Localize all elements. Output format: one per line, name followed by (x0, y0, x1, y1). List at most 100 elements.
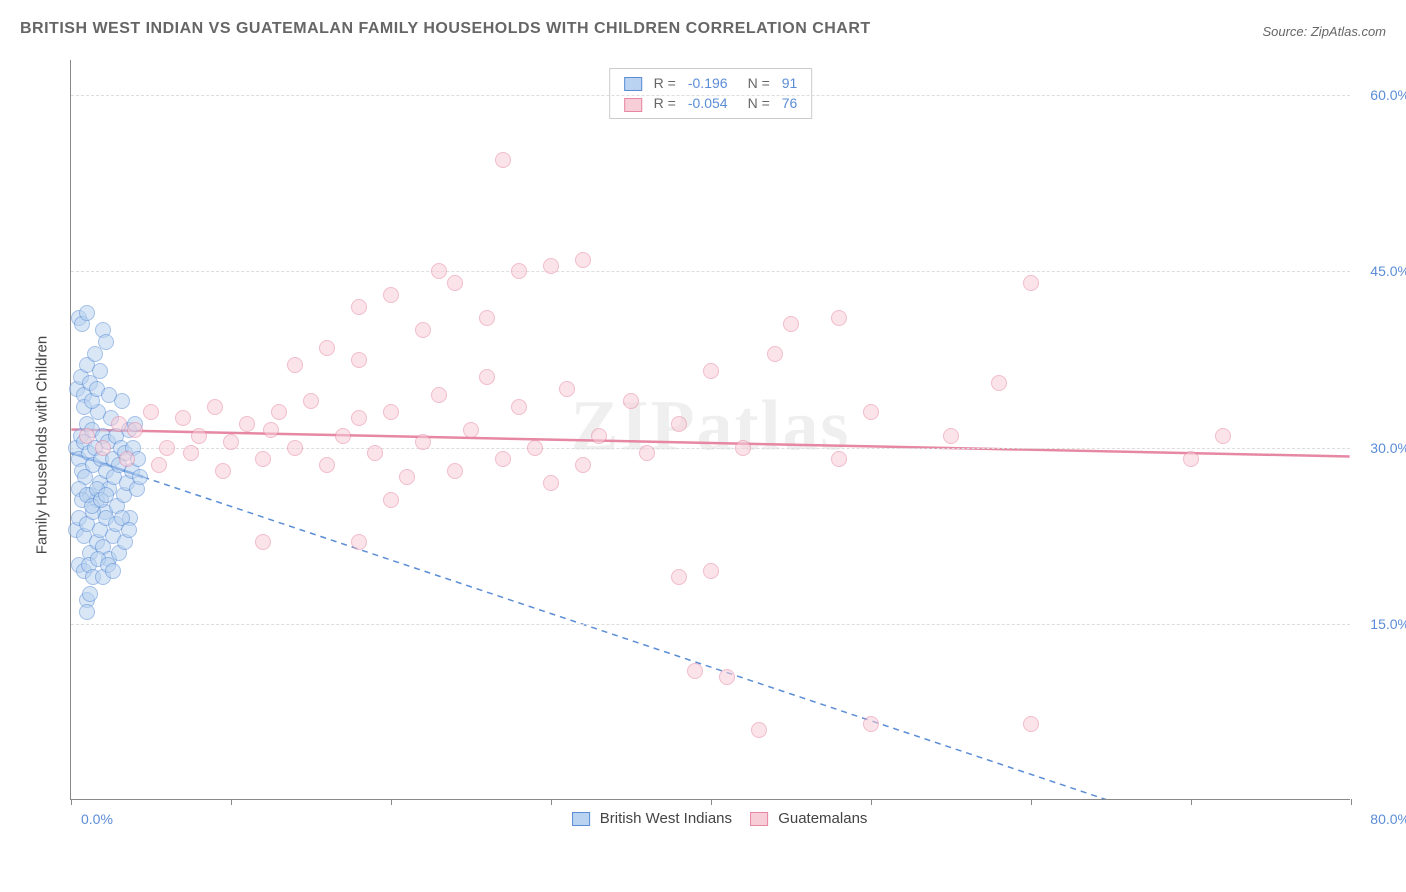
data-point (383, 287, 399, 303)
data-point (223, 434, 239, 450)
data-point (1183, 451, 1199, 467)
legend-n-value: 76 (776, 93, 804, 113)
legend-r-value: -0.196 (682, 73, 734, 93)
legend-series-label: Guatemalans (774, 810, 867, 827)
data-point (399, 469, 415, 485)
chart-container: Family Households with Children ZIPatlas… (50, 60, 1370, 830)
data-point (1215, 428, 1231, 444)
y-tick-label: 30.0% (1370, 440, 1406, 456)
data-point (447, 275, 463, 291)
data-point (383, 404, 399, 420)
legend-r-label: R = (648, 73, 682, 93)
data-point (287, 440, 303, 456)
data-point (351, 299, 367, 315)
data-point (783, 316, 799, 332)
data-point (383, 492, 399, 508)
y-tick-label: 15.0% (1370, 616, 1406, 632)
data-point (543, 475, 559, 491)
data-point (183, 445, 199, 461)
data-point (703, 363, 719, 379)
series-legend: British West Indians Guatemalans (554, 810, 868, 827)
data-point (991, 375, 1007, 391)
data-point (82, 586, 98, 602)
x-axis-max-label: 80.0% (1370, 811, 1406, 827)
data-point (319, 340, 335, 356)
gridline (71, 624, 1350, 625)
data-point (105, 563, 121, 579)
data-point (431, 387, 447, 403)
data-point (111, 416, 127, 432)
data-point (121, 522, 137, 538)
data-point (591, 428, 607, 444)
chart-title: BRITISH WEST INDIAN VS GUATEMALAN FAMILY… (20, 20, 871, 38)
source-citation: Source: ZipAtlas.com (1262, 24, 1386, 39)
y-tick-label: 45.0% (1370, 263, 1406, 279)
legend-row: R =-0.196N =91 (618, 73, 804, 93)
legend-row: R =-0.054N =76 (618, 93, 804, 113)
data-point (1023, 275, 1039, 291)
data-point (215, 463, 231, 479)
x-tick (871, 799, 872, 805)
data-point (543, 258, 559, 274)
data-point (303, 393, 319, 409)
data-point (351, 352, 367, 368)
data-point (351, 534, 367, 550)
x-tick (711, 799, 712, 805)
data-point (703, 563, 719, 579)
data-point (559, 381, 575, 397)
data-point (671, 569, 687, 585)
data-point (623, 393, 639, 409)
data-point (79, 604, 95, 620)
data-point (127, 422, 143, 438)
legend-r-value: -0.054 (682, 93, 734, 113)
x-tick (71, 799, 72, 805)
data-point (831, 451, 847, 467)
data-point (287, 357, 303, 373)
data-point (132, 469, 148, 485)
data-point (319, 457, 335, 473)
data-point (479, 369, 495, 385)
data-point (239, 416, 255, 432)
data-point (431, 263, 447, 279)
data-point (255, 451, 271, 467)
data-point (151, 457, 167, 473)
correlation-legend: R =-0.196N =91R =-0.054N =76 (609, 68, 813, 119)
data-point (98, 487, 114, 503)
x-tick (1191, 799, 1192, 805)
gridline (71, 95, 1350, 96)
data-point (95, 440, 111, 456)
data-point (255, 534, 271, 550)
data-point (687, 663, 703, 679)
data-point (271, 404, 287, 420)
data-point (575, 457, 591, 473)
data-point (495, 152, 511, 168)
data-point (463, 422, 479, 438)
legend-swatch (750, 812, 768, 826)
data-point (191, 428, 207, 444)
x-tick (1031, 799, 1032, 805)
data-point (79, 305, 95, 321)
data-point (335, 428, 351, 444)
legend-series-label: British West Indians (596, 810, 732, 827)
legend-swatch (624, 98, 642, 112)
data-point (92, 363, 108, 379)
data-point (575, 252, 591, 268)
data-point (447, 463, 463, 479)
data-point (79, 428, 95, 444)
x-tick (1351, 799, 1352, 805)
data-point (831, 310, 847, 326)
data-point (863, 404, 879, 420)
data-point (119, 451, 135, 467)
data-point (495, 451, 511, 467)
watermark: ZIPatlas (570, 384, 850, 467)
data-point (351, 410, 367, 426)
data-point (159, 440, 175, 456)
data-point (767, 346, 783, 362)
data-point (511, 263, 527, 279)
data-point (863, 716, 879, 732)
x-tick (551, 799, 552, 805)
trend-line-dashed (143, 477, 1349, 799)
data-point (639, 445, 655, 461)
x-tick (391, 799, 392, 805)
data-point (751, 722, 767, 738)
